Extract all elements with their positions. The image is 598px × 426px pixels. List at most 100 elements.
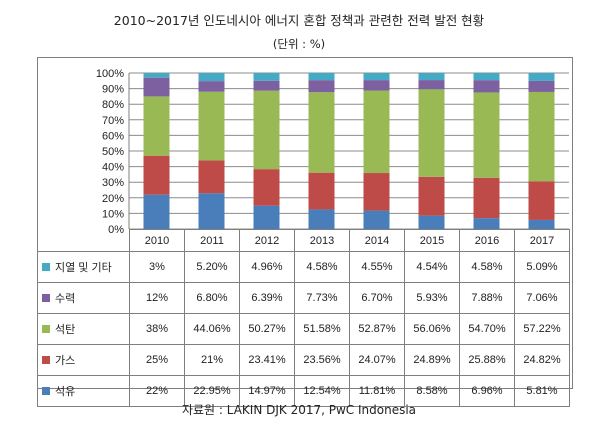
- bar-segment: [143, 96, 170, 156]
- bar-segment: [308, 172, 335, 210]
- bar-segment: [473, 80, 500, 93]
- data-label: 6.39%: [239, 282, 295, 314]
- legend-label: 수력: [55, 293, 76, 305]
- data-label: 44.06%: [184, 313, 240, 345]
- x-category-label: 2017: [514, 229, 570, 252]
- bar-segment: [308, 209, 335, 229]
- x-category-label: 2016: [459, 229, 515, 252]
- data-label: 12.54%: [294, 375, 350, 407]
- legend-swatch: [42, 325, 50, 333]
- y-tick-label: 80%: [102, 99, 124, 111]
- bar-segment: [473, 73, 500, 81]
- bar-segment: [198, 160, 225, 194]
- data-label: 5.20%: [184, 251, 240, 283]
- data-label: 57.22%: [514, 313, 570, 345]
- table-row: 석유 22% 22.95% 14.97% 12.54% 11.81% 8.58% 6.96% 5…: [37, 375, 570, 407]
- data-label: 38%: [129, 313, 185, 345]
- source-note: 자료원 : LAKIN DJK 2017, PwC Indonesia: [181, 403, 417, 417]
- data-label: 11.81%: [349, 375, 405, 407]
- y-tick-label: 70%: [102, 115, 124, 127]
- bar-segment: [198, 73, 225, 82]
- bar-segment: [363, 210, 390, 229]
- data-label: 24.07%: [349, 344, 405, 376]
- data-label: 25.88%: [459, 344, 515, 376]
- bar-segment: [418, 80, 445, 90]
- data-label: 14.97%: [239, 375, 295, 407]
- legend-entry: 석탄: [37, 313, 130, 345]
- y-tick-label: 30%: [102, 177, 124, 189]
- data-label: 3%: [129, 251, 185, 283]
- data-label: 25%: [129, 344, 185, 376]
- bar-segment: [198, 193, 225, 229]
- legend-swatch: [42, 263, 50, 271]
- bar-segment: [143, 194, 170, 229]
- bar-segment: [143, 77, 170, 97]
- legend-swatch: [42, 356, 50, 364]
- data-label: 23.56%: [294, 344, 350, 376]
- data-label: 6.70%: [349, 282, 405, 314]
- x-category-label: 2012: [239, 229, 295, 252]
- data-label: 5.09%: [514, 251, 570, 283]
- bar-segment: [418, 89, 445, 177]
- data-label: 23.41%: [239, 344, 295, 376]
- legend-entry: 지열 및 기타: [37, 251, 130, 283]
- data-label: 12%: [129, 282, 185, 314]
- y-tick-label: 20%: [102, 193, 124, 205]
- bar-segment: [363, 173, 390, 211]
- data-label: 4.55%: [349, 251, 405, 283]
- bar-segment: [528, 73, 555, 81]
- data-label: 4.58%: [294, 251, 350, 283]
- data-label: 22%: [129, 375, 185, 407]
- data-label: 22.95%: [184, 375, 240, 407]
- data-label: 24.89%: [404, 344, 460, 376]
- legend-entry: 석유: [37, 375, 130, 407]
- bar-segment: [418, 73, 445, 81]
- data-label: 51.58%: [294, 313, 350, 345]
- x-category-label: 2014: [349, 229, 405, 252]
- bar-segment: [253, 80, 280, 91]
- data-label: 7.06%: [514, 282, 570, 314]
- bar-segment: [528, 219, 555, 229]
- data-label: 56.06%: [404, 313, 460, 345]
- bar-segment: [418, 176, 445, 216]
- bar-segment: [528, 80, 555, 92]
- data-label: 50.27%: [239, 313, 295, 345]
- bar-segment: [198, 91, 225, 161]
- legend-entry: 수력: [37, 282, 130, 314]
- bar-segment: [198, 81, 225, 92]
- legend-entry: 가스: [37, 344, 130, 376]
- table-row: 수력 12% 6.80% 6.39% 7.73% 6.70% 5.93% 7.88% 7.06%: [37, 282, 570, 314]
- bar-segment: [363, 73, 390, 81]
- table-row: 지열 및 기타 3% 5.20% 4.96% 4.58% 4.55% 4.54% 4.58% 5…: [37, 251, 570, 283]
- bar-segment: [308, 92, 335, 173]
- legend-label: 지열 및 기타: [55, 262, 112, 274]
- bar-segment: [308, 73, 335, 81]
- chart-title: 2010~2017년 인도네시아 에너지 혼합 정책과 관련한 전력 발전 현황: [113, 13, 485, 28]
- table-header-row: 2010 2011 2012 2013 2014 2015 2016 2017: [37, 229, 570, 252]
- data-label: 5.81%: [514, 375, 570, 407]
- x-category-label: 2013: [294, 229, 350, 252]
- x-category-label: 2010: [129, 229, 185, 252]
- data-label: 6.80%: [184, 282, 240, 314]
- legend-swatch: [42, 387, 50, 395]
- bar-segment: [143, 73, 170, 78]
- data-label: 21%: [184, 344, 240, 376]
- data-label: 4.96%: [239, 251, 295, 283]
- bar-segment: [528, 181, 555, 220]
- x-category-label: 2011: [184, 229, 240, 252]
- data-label: 54.70%: [459, 313, 515, 345]
- bar-segment: [253, 205, 280, 229]
- y-tick-label: 40%: [102, 162, 124, 174]
- y-tick-label: 50%: [102, 146, 124, 158]
- bar-segment: [363, 80, 390, 91]
- bar-segment: [363, 90, 390, 174]
- data-label: 24.82%: [514, 344, 570, 376]
- table-row: 가스 25% 21% 23.41% 23.56% 24.07% 24.89% 25.88% 24…: [37, 344, 570, 376]
- data-label: 8.58%: [404, 375, 460, 407]
- table-row: 석탄 38% 44.06% 50.27% 51.58% 52.87% 56.06% 54.70…: [37, 313, 570, 345]
- bar-segment: [143, 155, 170, 195]
- bar-segment: [473, 92, 500, 178]
- data-label: 52.87%: [349, 313, 405, 345]
- y-tick-label: 10%: [102, 208, 124, 220]
- bar-segment: [473, 177, 500, 219]
